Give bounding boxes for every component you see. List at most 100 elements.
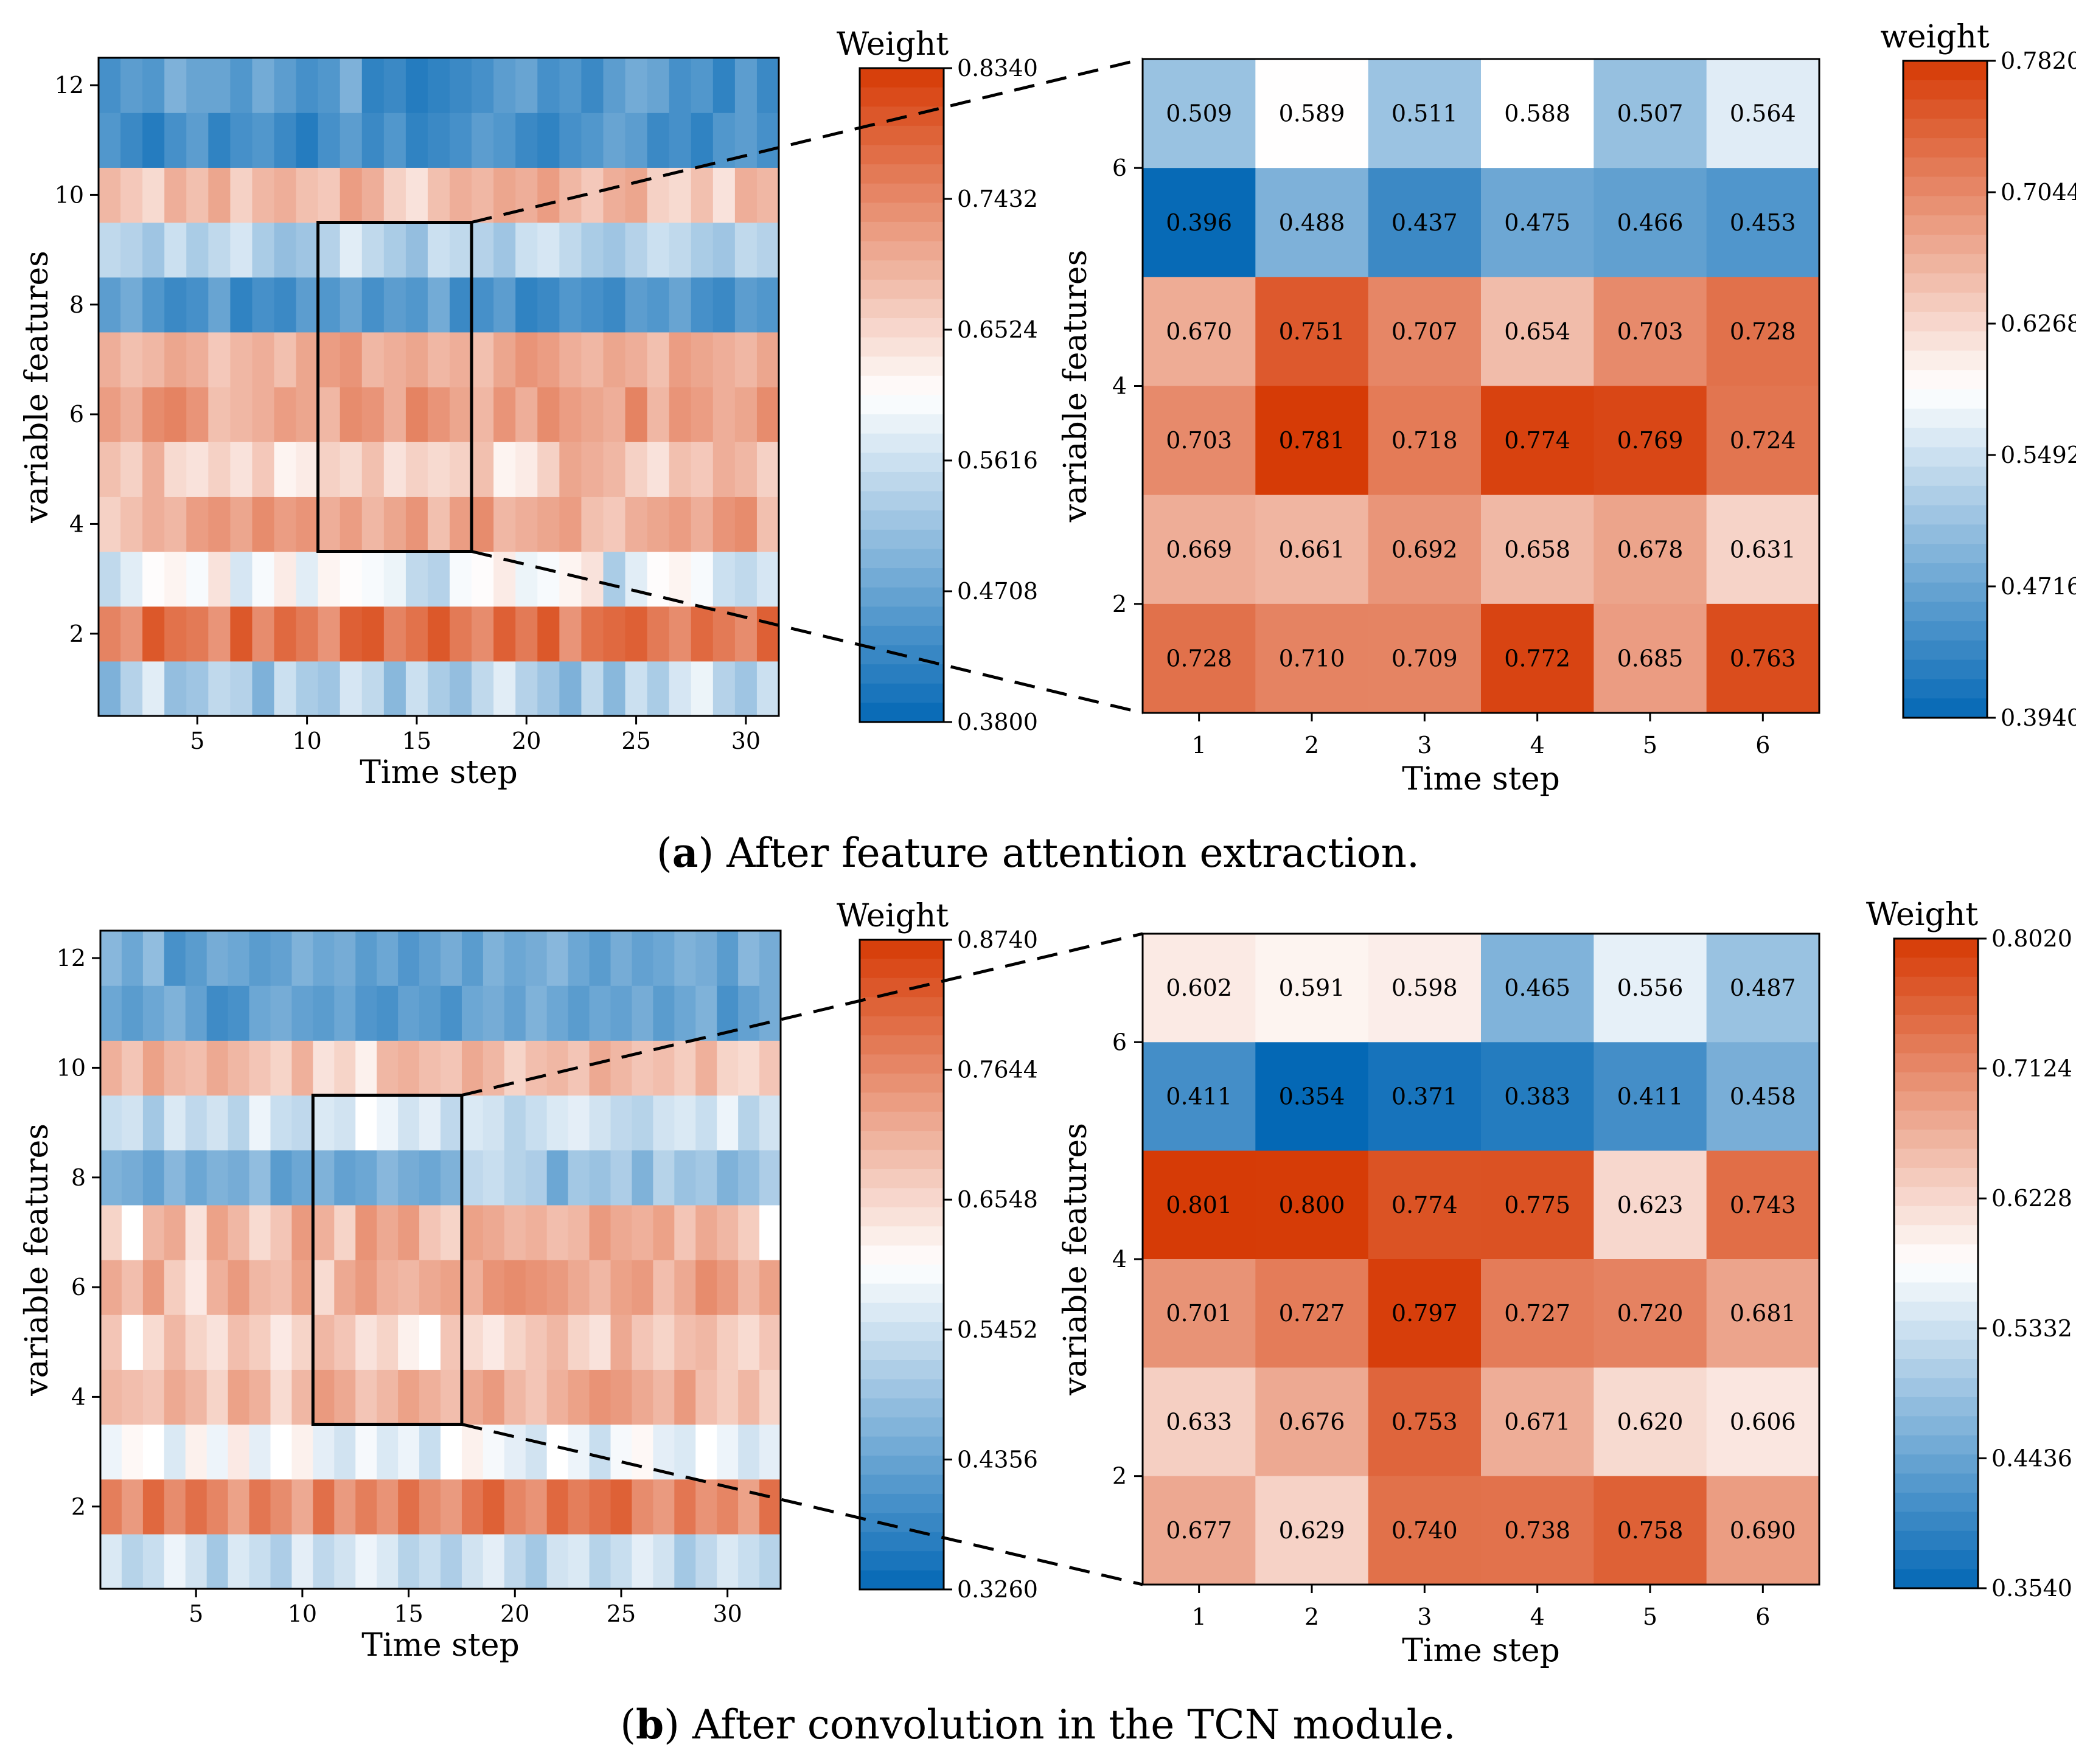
colorbar-swatch xyxy=(1894,1530,1978,1550)
cell-value-label: 0.800 xyxy=(1279,1192,1345,1218)
colorbar-swatch xyxy=(1903,138,1987,158)
heatmap-cell xyxy=(383,222,406,278)
heatmap-cell xyxy=(405,277,428,333)
colorbar-swatch xyxy=(1903,61,1987,81)
heatmap-cell xyxy=(581,332,604,387)
colorbar-swatch xyxy=(1894,1378,1978,1398)
heatmap-cell xyxy=(99,277,121,333)
colorbar-swatch xyxy=(1903,370,1987,390)
zoom-cell xyxy=(1481,495,1594,605)
heatmap-cell xyxy=(441,1095,462,1151)
heatmap-cell xyxy=(100,1479,122,1535)
cell-value-label: 0.690 xyxy=(1730,1517,1796,1544)
heatmap-cell xyxy=(674,1479,696,1535)
panel-b-overview-heatmap: 5 10 15 20 25 30 2 4 6 8 10 12 Time step variable fea… xyxy=(19,929,782,1664)
colorbar-title: Weight xyxy=(1866,897,1978,933)
cell-value-label: 0.720 xyxy=(1617,1300,1684,1327)
heatmap-cell xyxy=(186,277,209,333)
heatmap-cell xyxy=(296,551,319,607)
heatmap-cell xyxy=(472,496,494,552)
cell-value-label: 0.465 xyxy=(1504,974,1570,1001)
heatmap-cell xyxy=(625,606,648,662)
zoom-cell xyxy=(1255,168,1369,277)
heatmap-cell xyxy=(398,1204,420,1260)
heatmap-cell xyxy=(493,387,516,442)
heatmap-cell xyxy=(340,113,363,168)
heatmap-cell xyxy=(482,1479,505,1535)
heatmap-cell xyxy=(759,985,781,1041)
y-tick-label: 10 xyxy=(55,181,84,208)
heatmap-cell xyxy=(537,551,560,607)
heatmap-cell xyxy=(674,1040,696,1096)
heatmap-cell xyxy=(142,931,165,986)
heatmap-cell xyxy=(186,332,209,387)
heatmap-cell xyxy=(383,606,406,662)
heatmap-cell xyxy=(340,277,363,333)
heatmap-cell xyxy=(647,661,670,717)
heatmap-cell xyxy=(756,496,779,552)
heatmap-cell xyxy=(691,387,714,442)
cell-value-label: 0.371 xyxy=(1392,1083,1458,1110)
zoom-cell xyxy=(1706,1476,1820,1585)
colorbar-tick-label: 0.3540 xyxy=(1991,1575,2072,1602)
y-tick-label: 2 xyxy=(69,620,84,647)
heatmap-cell xyxy=(537,58,560,113)
zoom-cell xyxy=(1481,1476,1594,1585)
colorbar-swatch xyxy=(860,221,944,242)
heatmap-cell xyxy=(252,551,275,607)
heatmap-cell xyxy=(334,1533,356,1589)
heatmap-cell xyxy=(208,58,231,113)
caption-b: (b) After convolution in the TCN module. xyxy=(620,1701,1456,1748)
heatmap-cell xyxy=(525,931,548,986)
heatmap-cell xyxy=(759,1204,781,1260)
heatmap-cell xyxy=(441,985,462,1041)
heatmap-cell xyxy=(610,1479,633,1535)
heatmap-cell xyxy=(759,1095,781,1151)
zoom-cell xyxy=(1255,59,1369,168)
heatmap-cell xyxy=(589,1040,611,1096)
heatmap-cell xyxy=(441,1479,462,1535)
heatmap-cell xyxy=(99,442,121,497)
heatmap-cell xyxy=(340,551,363,607)
colorbar-swatch xyxy=(860,1131,944,1151)
colorbar-swatch xyxy=(1903,119,1987,139)
cell-value-label: 0.564 xyxy=(1730,100,1796,127)
heatmap-cell xyxy=(450,167,472,223)
heatmap-cell xyxy=(734,496,758,552)
heatmap-cell xyxy=(691,496,714,552)
cell-value-label: 0.774 xyxy=(1504,427,1570,454)
heatmap-cell xyxy=(419,1369,441,1425)
heatmap-cell xyxy=(270,1040,293,1096)
heatmap-cell xyxy=(537,332,560,387)
heatmap-cell xyxy=(427,442,450,497)
heatmap-cell xyxy=(186,113,209,168)
heatmap-cell xyxy=(99,58,121,113)
cell-value-label: 0.718 xyxy=(1392,427,1458,454)
heatmap-cell xyxy=(482,1533,505,1589)
x-axis-label: Time step xyxy=(360,754,518,791)
panel-b-zoom-heatmap: 0.602 0.591 0.598 0.465 0.556 0.487 0.411 0.354… xyxy=(1057,932,1820,1669)
cell-value-label: 0.676 xyxy=(1279,1409,1345,1436)
panel-a-zoom-colorbar: 0.7820 0.7044 0.6268 0.5492 0.4716 0.3940 weig… xyxy=(1880,19,2076,731)
heatmap-cell xyxy=(142,1314,165,1370)
heatmap-cell xyxy=(734,387,758,442)
colorbar-swatch xyxy=(860,1150,944,1170)
heatmap-cell xyxy=(493,58,516,113)
x-tick-label: 20 xyxy=(500,1600,529,1627)
heatmap-cell xyxy=(99,387,121,442)
heatmap-cell xyxy=(405,442,428,497)
heatmap-cell xyxy=(142,1369,165,1425)
heatmap-cell xyxy=(546,1533,569,1589)
heatmap-cell xyxy=(759,1369,781,1425)
heatmap-cell xyxy=(738,1533,760,1589)
heatmap-cell xyxy=(632,1040,653,1096)
heatmap-cell xyxy=(647,332,670,387)
colorbar-swatch xyxy=(860,1035,944,1055)
colorbar-swatch xyxy=(860,356,944,377)
x-tick-label: 5 xyxy=(190,727,204,754)
heatmap-cell xyxy=(274,551,297,607)
heatmap-cell xyxy=(472,332,494,387)
heatmap-cell xyxy=(377,1533,399,1589)
heatmap-cell xyxy=(208,113,231,168)
heatmap-cell xyxy=(632,1424,653,1480)
